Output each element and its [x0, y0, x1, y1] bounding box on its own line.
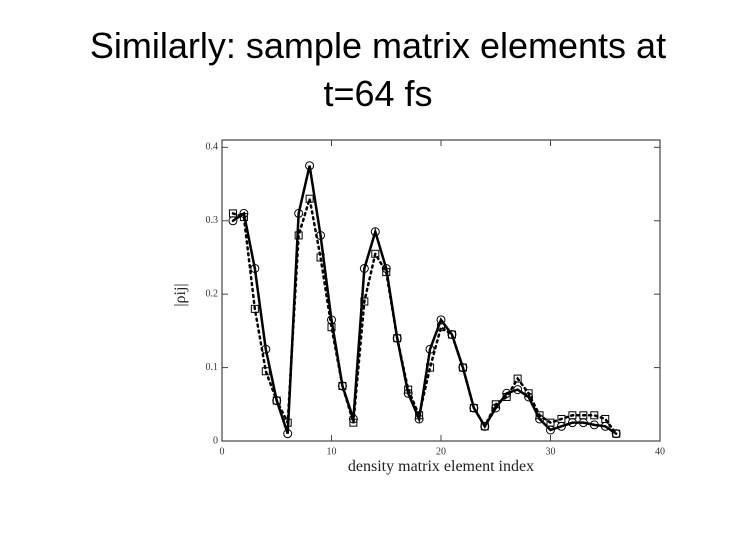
- marker: [491, 400, 500, 409]
- marker: [294, 208, 304, 218]
- x-axis-label: density matrix element index: [348, 458, 534, 475]
- marker: [250, 304, 259, 313]
- marker: [425, 344, 435, 354]
- marker: [393, 334, 402, 343]
- marker: [502, 392, 511, 401]
- marker: [316, 253, 325, 262]
- marker: [447, 330, 456, 339]
- marker: [305, 194, 314, 203]
- title-line: t=64 fs: [323, 73, 432, 114]
- marker: [349, 418, 358, 427]
- marker: [524, 389, 533, 398]
- marker: [371, 249, 380, 258]
- y-tick-label: 0.1: [206, 362, 219, 373]
- marker: [294, 231, 303, 240]
- y-tick-label: 0: [213, 435, 218, 446]
- marker: [283, 418, 292, 427]
- x-tick-label: 40: [655, 446, 665, 457]
- marker: [305, 161, 315, 171]
- marker: [513, 374, 522, 383]
- marker: [590, 411, 599, 420]
- marker: [437, 323, 445, 332]
- x-tick-label: 30: [546, 446, 556, 457]
- marker: [261, 367, 270, 376]
- marker: [568, 411, 577, 420]
- marker: [272, 396, 281, 405]
- plot-frame: [221, 139, 661, 442]
- marker: [360, 297, 369, 306]
- marker: [601, 414, 610, 423]
- y-tick-label: 0.2: [206, 288, 219, 299]
- y-tick-label: 0.3: [206, 215, 219, 226]
- x-tick-label: 0: [220, 446, 225, 457]
- marker: [415, 411, 424, 420]
- title-line: Similarly: sample matrix elements at: [90, 25, 666, 66]
- marker: [513, 385, 523, 395]
- y-axis-label: |ρij|: [172, 283, 189, 306]
- marker: [283, 429, 293, 439]
- marker: [382, 268, 391, 277]
- x-tick-label: 20: [436, 446, 446, 457]
- marker: [426, 363, 435, 372]
- marker: [589, 420, 599, 430]
- marker: [535, 411, 544, 420]
- marker: [469, 403, 478, 412]
- marker: [480, 422, 489, 431]
- series-line: [231, 198, 618, 435]
- y-tick-label: 0.4: [206, 142, 219, 153]
- marker: [239, 213, 248, 222]
- marker: [404, 385, 413, 394]
- marker: [579, 411, 588, 420]
- marker: [546, 418, 555, 427]
- marker: [250, 263, 260, 273]
- x-tick-label: 10: [327, 446, 337, 457]
- marker: [557, 414, 566, 423]
- marker: [612, 429, 621, 438]
- marker: [228, 209, 237, 218]
- marker: [327, 323, 336, 332]
- marker: [370, 227, 380, 237]
- marker: [359, 263, 369, 273]
- marker: [458, 363, 467, 372]
- marker: [338, 381, 347, 390]
